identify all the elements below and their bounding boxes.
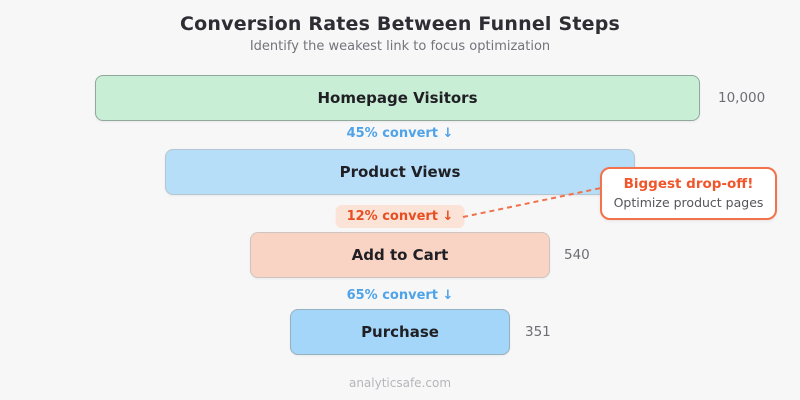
funnel-step-value: 10,000 <box>718 90 766 106</box>
callout-title: Biggest drop-off! <box>623 176 754 192</box>
conversion-label-2-highlight: 12% convert ↓ <box>335 205 465 228</box>
chart-subtitle: Identify the weakest link to focus optim… <box>249 39 551 54</box>
conversion-label-3: 65% convert ↓ <box>346 288 454 303</box>
footer-watermark: analyticsafe.com <box>348 376 452 390</box>
funnel-step-value: 540 <box>564 247 590 263</box>
funnel-step-product-views: Product Views <box>165 149 635 195</box>
funnel-step-label: Homepage Visitors <box>317 89 478 107</box>
funnel-step-label: Purchase <box>361 323 439 341</box>
funnel-step-add-to-cart: Add to Cart <box>250 232 550 278</box>
funnel-step-label: Add to Cart <box>351 246 449 264</box>
funnel-step-value: 351 <box>525 324 551 340</box>
conversion-label-1: 45% convert ↓ <box>346 126 454 141</box>
funnel-step-purchase: Purchase <box>290 309 510 355</box>
funnel-step-homepage-visitors: Homepage Visitors <box>95 75 700 121</box>
drop-off-callout: Biggest drop-off! Optimize product pages <box>600 167 777 220</box>
callout-subtitle: Optimize product pages <box>613 195 764 210</box>
funnel-step-label: Product Views <box>339 163 461 181</box>
chart-title: Conversion Rates Between Funnel Steps <box>179 13 621 35</box>
